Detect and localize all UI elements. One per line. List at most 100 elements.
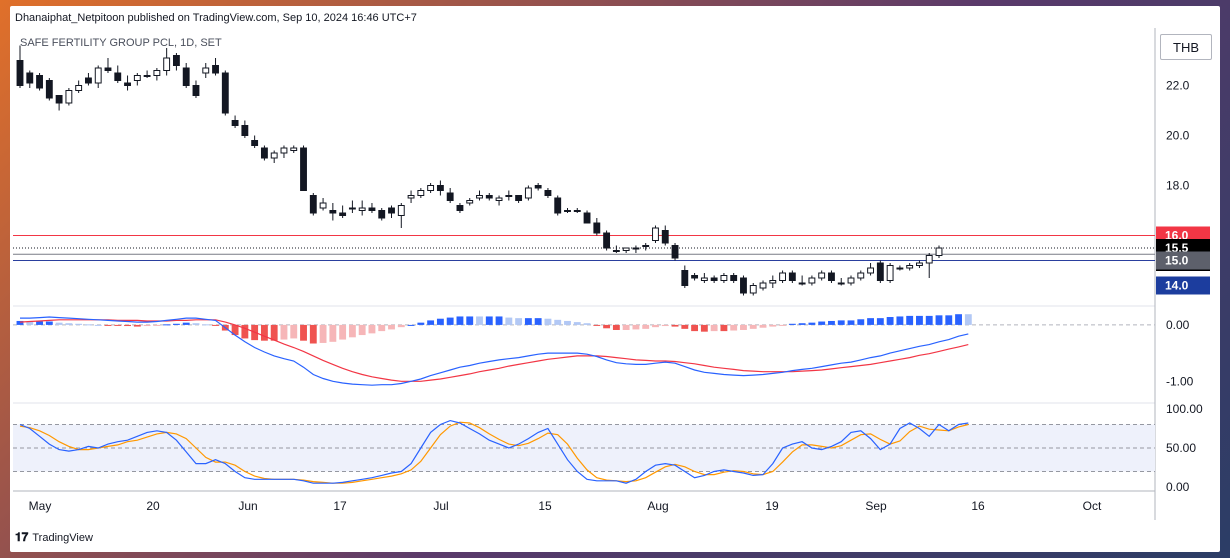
candle-body — [290, 147, 298, 151]
candle-body — [691, 275, 699, 279]
candle-body — [270, 152, 278, 159]
price-tick-label: 18.0 — [1166, 179, 1190, 193]
macd-histogram-bar — [808, 322, 816, 325]
candle-body — [358, 207, 366, 211]
candle-body — [808, 277, 816, 284]
macd-histogram-bar — [945, 315, 953, 325]
macd-histogram-bar — [417, 322, 425, 325]
candle-body — [133, 75, 141, 81]
candle-body — [779, 272, 787, 281]
macd-histogram-bar — [642, 324, 650, 329]
candle-body — [622, 247, 630, 251]
macd-histogram-bar — [828, 320, 835, 325]
macd-histogram-bar — [231, 324, 239, 336]
macd-histogram-bar — [182, 322, 190, 325]
candle-body — [339, 212, 347, 216]
candle-body — [260, 147, 268, 159]
candle-body — [740, 277, 747, 294]
macd-histogram-bar — [495, 316, 503, 325]
candle-body — [114, 72, 122, 81]
macd-histogram-bar — [466, 316, 474, 325]
macd-histogram-bar — [847, 320, 855, 325]
time-tick-label: 16 — [971, 499, 985, 513]
price-badge-label: 14.0 — [1165, 279, 1189, 293]
macd-histogram-bar — [749, 324, 757, 329]
macd-histogram-bar — [446, 317, 454, 325]
candle-body — [505, 195, 513, 197]
macd-histogram-bar — [221, 324, 229, 331]
stoch-band-fill — [13, 424, 1155, 472]
candle-body — [544, 190, 552, 196]
macd-histogram-bar — [319, 324, 327, 343]
macd-histogram-bar — [85, 324, 92, 326]
macd-histogram-bar — [671, 324, 679, 327]
macd-histogram-bar — [280, 324, 288, 340]
candle-body — [886, 265, 894, 281]
candle-body — [85, 77, 92, 84]
time-tick-label: Sep — [865, 499, 887, 513]
price-badge — [1156, 239, 1210, 271]
candle-body — [671, 245, 679, 259]
macd-histogram-bar — [515, 318, 523, 325]
stoch-k-line — [19, 419, 969, 484]
macd-histogram-bar — [505, 317, 513, 325]
candle-body — [329, 210, 337, 214]
candle-body — [916, 262, 923, 266]
candle-body — [788, 272, 796, 281]
macd-histogram-bar — [358, 324, 366, 336]
macd-histogram-bar — [681, 324, 689, 329]
stoch-d-line — [19, 421, 969, 484]
candle-body — [583, 212, 591, 224]
macd-histogram-bar — [270, 324, 278, 341]
candle-body — [700, 277, 708, 281]
macd-histogram-bar — [16, 320, 24, 325]
candle-body — [524, 187, 532, 199]
time-tick-label: 15 — [538, 499, 552, 513]
candle-body — [368, 207, 376, 211]
macd-histogram-bar — [368, 324, 376, 334]
candle-body — [515, 195, 523, 201]
macd-histogram-bar — [661, 324, 669, 327]
candle-body — [221, 72, 229, 114]
macd-histogram-bar — [925, 315, 933, 325]
currency-button[interactable]: THB — [1160, 34, 1212, 60]
macd-histogram-bar — [94, 324, 102, 326]
candle-body — [554, 197, 562, 214]
macd-histogram-bar — [348, 324, 356, 338]
candle-body — [36, 75, 43, 89]
macd-histogram-bar — [573, 322, 581, 325]
macd-histogram-bar — [172, 323, 180, 325]
macd-histogram-bar — [407, 324, 415, 326]
macd-histogram-bar — [759, 324, 767, 328]
time-tick-label: Jun — [238, 499, 257, 513]
macd-histogram-bar — [339, 324, 347, 340]
macd-histogram-bar — [964, 314, 972, 325]
candle-body — [818, 272, 826, 279]
candle-body — [828, 272, 835, 281]
candle-body — [16, 60, 24, 86]
candle-body — [925, 255, 933, 264]
macd-histogram-bar — [886, 317, 894, 325]
macd-histogram-bar — [124, 324, 131, 327]
candle-body — [632, 247, 640, 250]
candle-body — [661, 230, 669, 244]
macd-histogram-bar — [104, 324, 112, 326]
macd-histogram-bar — [867, 318, 874, 325]
time-tick-label: 17 — [333, 499, 347, 513]
candle-body — [769, 280, 777, 284]
candle-body — [710, 277, 718, 281]
macd-histogram-bar — [397, 324, 405, 328]
candle-body — [26, 72, 34, 84]
footer-logo[interactable]: 𝟏𝟕 TradingView — [15, 530, 93, 545]
macd-histogram-bar — [436, 318, 444, 325]
price-badge-label: 15.0 — [1165, 254, 1189, 268]
macd-histogram-bar — [612, 324, 620, 330]
candle-body — [798, 282, 806, 285]
macd-histogram-bar — [896, 316, 904, 325]
candle-body — [55, 95, 63, 104]
macd-histogram-bar — [456, 316, 464, 325]
macd-histogram-bar — [779, 324, 787, 326]
stoch-tick-label: 0.00 — [1166, 480, 1190, 494]
candle-body — [143, 75, 151, 77]
